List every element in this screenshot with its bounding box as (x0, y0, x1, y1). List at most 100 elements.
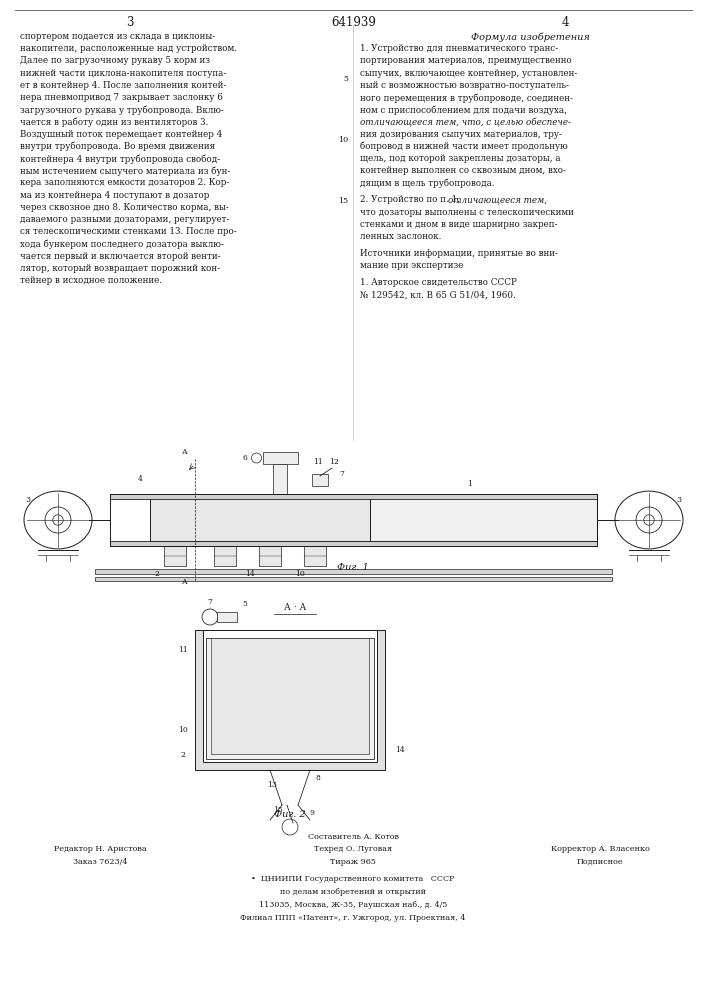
Text: 1. Авторское свидетельство СССР: 1. Авторское свидетельство СССР (360, 278, 517, 287)
Text: лятор, который возвращает порожний кон-: лятор, который возвращает порожний кон- (20, 264, 220, 273)
Text: 113035, Москва, Ж-35, Раушская наб., д. 4/5: 113035, Москва, Ж-35, Раушская наб., д. … (259, 901, 448, 909)
Text: стенками и дном в виде шарнирно закреп-: стенками и дном в виде шарнирно закреп- (360, 220, 558, 229)
Text: 1. Устройство для пневматического транс-: 1. Устройство для пневматического транс- (360, 44, 559, 53)
Text: 10: 10 (338, 136, 348, 144)
Text: 15: 15 (338, 197, 348, 205)
Text: 1: 1 (467, 480, 472, 488)
Text: Составитель А. Котов: Составитель А. Котов (308, 833, 399, 841)
Text: 10: 10 (295, 570, 305, 578)
Text: ся телескопическими стенками 13. После про-: ся телескопическими стенками 13. После п… (20, 227, 237, 236)
Text: 14: 14 (245, 570, 255, 578)
Text: чается в работу один из вентиляторов 3.: чается в работу один из вентиляторов 3. (20, 117, 209, 127)
Bar (95, 569, 612, 574)
Bar (217, 612, 237, 622)
Text: Формула изобретения: Формула изобретения (471, 32, 590, 41)
Text: 2. Устройство по п. 1,: 2. Устройство по п. 1, (360, 195, 463, 204)
Text: кера заполняются емкости дозаторов 2. Кор-: кера заполняются емкости дозаторов 2. Ко… (20, 178, 229, 187)
Text: отличающееся тем,: отличающееся тем, (448, 195, 547, 204)
Text: А · А: А · А (284, 603, 306, 612)
Text: через сквозное дно 8. Количество корма, вы-: через сквозное дно 8. Количество корма, … (20, 203, 229, 212)
Text: 6: 6 (242, 454, 247, 462)
Text: 2: 2 (155, 570, 160, 578)
Bar (150, 499, 370, 541)
Text: мание при экспертизе: мание при экспертизе (360, 261, 463, 270)
Text: 4: 4 (138, 475, 142, 483)
Text: отличающееся тем, что, с целью обеспече-: отличающееся тем, что, с целью обеспече- (360, 117, 571, 127)
Text: сыпучих, включающее контейнер, установлен-: сыпучих, включающее контейнер, установле… (360, 69, 578, 78)
Text: щель, под которой закреплены дозаторы, а: щель, под которой закреплены дозаторы, а (360, 154, 561, 163)
Text: Заказ 7623/4: Заказ 7623/4 (73, 858, 127, 866)
Text: Филиал ППП «Патент», г. Ужгород, ул. Проектная, 4: Филиал ППП «Патент», г. Ужгород, ул. Про… (240, 914, 466, 922)
Text: 10: 10 (178, 726, 188, 734)
Text: 2: 2 (180, 751, 185, 759)
Text: 14: 14 (395, 746, 405, 754)
Text: нижней части циклона-накопителя поступа-: нижней части циклона-накопителя поступа- (20, 69, 226, 78)
Bar (312, 474, 328, 486)
Text: 3: 3 (25, 496, 30, 504)
Text: ным истечением сыпучего материала из бун-: ным истечением сыпучего материала из бун… (20, 166, 230, 176)
Bar (370, 499, 597, 541)
Circle shape (53, 515, 63, 525)
Text: ный с возможностью возвратно-поступатель-: ный с возможностью возвратно-поступатель… (360, 81, 569, 90)
Text: накопители, расположенные над устройством.: накопители, расположенные над устройство… (20, 44, 237, 53)
Text: контейнера 4 внутри трубопровода свобод-: контейнера 4 внутри трубопровода свобод- (20, 154, 221, 163)
Text: нера пневмопривод 7 закрывает заслонку 6: нера пневмопривод 7 закрывает заслонку 6 (20, 93, 223, 102)
Bar (110, 541, 597, 546)
Text: ния дозирования сыпучих материалов, тру-: ния дозирования сыпучих материалов, тру- (360, 130, 562, 139)
Text: Далее по загрузочному рукаву 5 корм из: Далее по загрузочному рукаву 5 корм из (20, 56, 210, 65)
Text: даваемого разными дозаторами, регулирует-: даваемого разными дозаторами, регулирует… (20, 215, 230, 224)
Bar (214, 546, 236, 566)
Text: Редактор Н. Аристова: Редактор Н. Аристова (54, 845, 146, 853)
Text: А: А (182, 578, 188, 586)
Bar (195, 630, 385, 770)
Text: Техред О. Луговая: Техред О. Луговая (314, 845, 392, 853)
Bar (206, 638, 374, 759)
Text: загрузочного рукава у трубопровода. Вклю-: загрузочного рукава у трубопровода. Вклю… (20, 105, 224, 115)
Bar (164, 546, 186, 566)
Text: хода бункером последнего дозатора выклю-: хода бункером последнего дозатора выклю- (20, 239, 224, 249)
Text: ет в контейнер 4. После заполнения контей-: ет в контейнер 4. После заполнения конте… (20, 81, 226, 90)
Bar (211, 638, 369, 754)
Text: спортером подается из склада в циклоны-: спортером подается из склада в циклоны- (20, 32, 215, 41)
Text: 4: 4 (561, 16, 568, 29)
Bar (110, 494, 597, 499)
Text: контейнер выполнен со сквозным дном, вхо-: контейнер выполнен со сквозным дном, вхо… (360, 166, 566, 175)
Text: 3: 3 (677, 496, 682, 504)
Text: 8: 8 (315, 774, 320, 782)
Circle shape (644, 515, 654, 525)
Text: 11: 11 (178, 646, 188, 654)
Bar (259, 546, 281, 566)
Text: тейнер в исходное положение.: тейнер в исходное положение. (20, 276, 162, 285)
Text: Фиг. 1: Фиг. 1 (337, 563, 369, 572)
Text: 3: 3 (127, 16, 134, 29)
Bar (262, 452, 298, 464)
Bar (273, 464, 287, 494)
Text: 15: 15 (273, 806, 283, 814)
Text: 5: 5 (343, 75, 348, 83)
Text: 13: 13 (267, 781, 277, 789)
Text: ленных заслонок.: ленных заслонок. (360, 232, 441, 241)
Text: чается первый и включается второй венти-: чается первый и включается второй венти- (20, 252, 221, 261)
Text: •  ЦНИИПИ Государственного комитета   СССР: • ЦНИИПИ Государственного комитета СССР (251, 875, 455, 883)
Text: Воздушный поток перемещает контейнер 4: Воздушный поток перемещает контейнер 4 (20, 130, 223, 139)
Text: ном с приспособлением для подачи воздуха,: ном с приспособлением для подачи воздуха… (360, 105, 567, 115)
Text: ма из контейнера 4 поступают в дозатор: ма из контейнера 4 поступают в дозатор (20, 191, 209, 200)
Text: 641939: 641939 (331, 16, 376, 29)
Text: 11: 11 (313, 458, 323, 466)
Text: 7: 7 (208, 598, 212, 606)
Bar (304, 546, 326, 566)
Text: внутри трубопровода. Во время движения: внутри трубопровода. Во время движения (20, 142, 215, 151)
Text: 9: 9 (310, 809, 315, 817)
Text: Корректор А. Власенко: Корректор А. Власенко (551, 845, 649, 853)
Text: ного перемещения в трубопроводе, соединен-: ного перемещения в трубопроводе, соедине… (360, 93, 573, 103)
Text: дящим в щель трубопровода.: дящим в щель трубопровода. (360, 178, 495, 188)
Text: Источники информации, принятые во вни-: Источники информации, принятые во вни- (360, 249, 558, 258)
Text: Подписное: Подписное (577, 858, 624, 866)
Text: Тираж 965: Тираж 965 (330, 858, 376, 866)
Text: по делам изобретений и открытий: по делам изобретений и открытий (280, 888, 426, 896)
Text: портирования материалов, преимущественно: портирования материалов, преимущественно (360, 56, 572, 65)
Text: Фиг. 2: Фиг. 2 (274, 810, 306, 819)
Bar (95, 577, 612, 581)
Text: А: А (182, 448, 188, 456)
Text: бопровод в нижней части имеет продольную: бопровод в нижней части имеет продольную (360, 142, 568, 151)
